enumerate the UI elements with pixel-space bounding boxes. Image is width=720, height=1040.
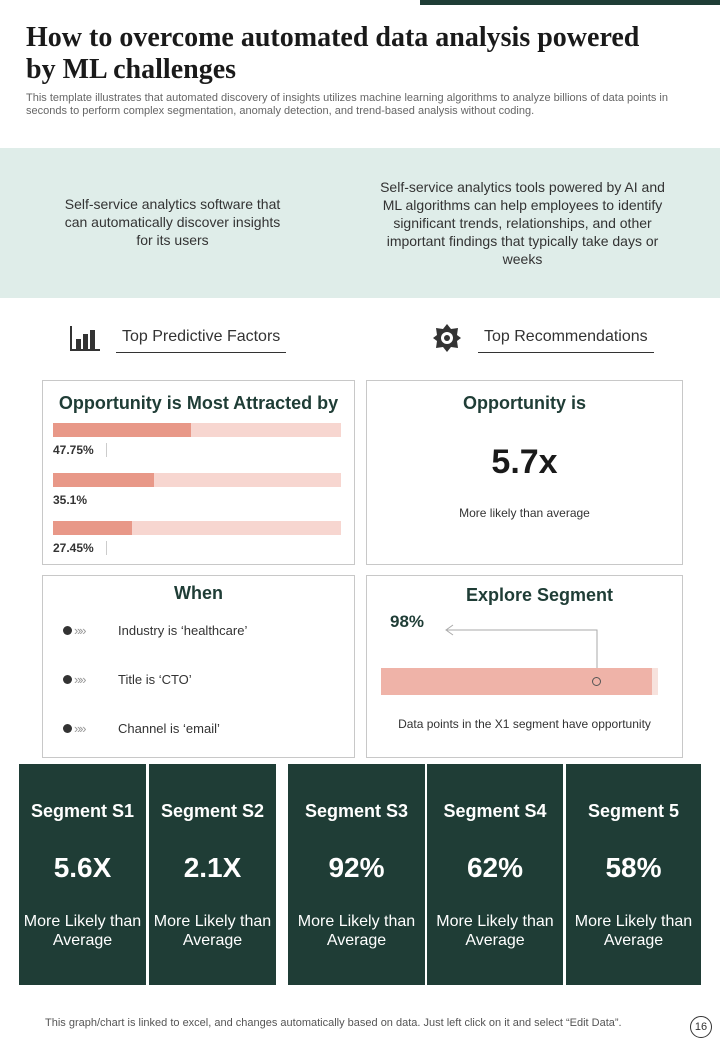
segment-value: 5.6X (53, 852, 112, 883)
explore-card: Explore Segment 98% Data points in the X… (366, 575, 683, 758)
when-card: When »» Industry is ‘healthcare’ »» Titl… (42, 575, 355, 758)
list-item-text: Channel is ‘email’ (118, 720, 220, 736)
bar-fill (53, 473, 155, 487)
list-item: »» Channel is ‘email’ (63, 719, 220, 737)
bar-label: 27.45% (53, 541, 94, 555)
explore-value: 98% (390, 612, 425, 631)
segment-value: 62% (466, 852, 524, 883)
opportunity-caption: More likely than average (459, 506, 590, 520)
intro-band (0, 148, 720, 298)
intro-left-text: Self-service analytics software that can… (64, 196, 281, 248)
attracted-card: Opportunity is Most Attracted by 47.75% … (42, 380, 355, 565)
double-chevron-icon: »» (74, 622, 86, 638)
double-chevron-icon: »» (74, 720, 86, 736)
opportunity-value: 5.7x (491, 443, 558, 481)
segment-name: Segment 5 (587, 801, 680, 821)
top-accent-bar (420, 0, 720, 5)
segment-value: 92% (328, 852, 385, 883)
segment-desc: More Likely than Average (153, 913, 272, 949)
segment-desc: More Likely than Average (23, 913, 142, 949)
segment-bar-fill (381, 668, 653, 695)
segment-card-s1: Segment S1 5.6X More Likely than Average (19, 764, 146, 985)
double-chevron-icon: »» (74, 671, 86, 687)
when-title: When (174, 583, 223, 603)
segment-desc: More Likely than Average (436, 913, 554, 949)
bar-fill (53, 521, 133, 535)
bar-tick (106, 443, 107, 457)
marker-circle-icon (592, 677, 601, 686)
segment-card-s3: Segment S3 92% More Likely than Average (288, 764, 425, 985)
segment-name: Segment S1 (30, 801, 135, 821)
bar-tick (106, 541, 107, 555)
section-label-recommendations: Top Recommendations (478, 324, 654, 353)
footer-note: This graph/chart is linked to excel, and… (45, 1017, 622, 1029)
explore-title: Explore Segment (465, 585, 614, 605)
explore-caption: Data points in the X1 segment have oppor… (398, 717, 651, 731)
list-item-text: Industry is ‘healthcare’ (118, 622, 248, 638)
opportunity-title: Opportunity is (463, 393, 586, 413)
segment-bar-track (381, 668, 658, 695)
bar-fill (53, 423, 191, 437)
segment-card-s2: Segment S2 2.1X More Likely than Average (149, 764, 276, 985)
page-subtitle: This template illustrates that automated… (26, 92, 668, 117)
intro-right-text: Self-service analytics tools powered by … (380, 179, 665, 267)
segment-desc: More Likely than Average (297, 913, 416, 949)
section-head-factors: Top Predictive Factors (68, 323, 287, 353)
segment-name: Segment S3 (304, 801, 409, 821)
pointer-arrow-icon (445, 624, 598, 684)
page-number: 16 (690, 1016, 712, 1038)
segment-desc: More Likely than Average (574, 913, 693, 949)
segment-value: 58% (605, 852, 662, 883)
list-item-text: Title is ‘CTO’ (118, 671, 192, 687)
page-title: How to overcome automated data analysis … (26, 22, 640, 85)
segment-card-s5: Segment 5 58% More Likely than Average (566, 764, 701, 985)
bullet-dot-icon (63, 674, 72, 684)
segment-card-s4: Segment S4 62% More Likely than Average (427, 764, 563, 985)
section-label-factors: Top Predictive Factors (116, 324, 287, 353)
bar-label: 47.75% (53, 443, 94, 457)
bullet-dot-icon (63, 625, 72, 635)
segment-name: Segment S4 (443, 801, 547, 821)
attracted-title: Opportunity is Most Attracted by (58, 393, 339, 413)
list-item: »» Industry is ‘healthcare’ (63, 621, 247, 639)
bar-label: 35.1% (53, 493, 88, 507)
segment-value: 2.1X (183, 852, 242, 883)
opportunity-card: Opportunity is 5.7x More likely than ave… (366, 380, 683, 565)
bar-chart-icon (68, 323, 102, 353)
segment-name: Segment S2 (160, 801, 265, 821)
section-head-recommendations: Top Recommendations (430, 323, 654, 353)
list-item: »» Title is ‘CTO’ (63, 670, 192, 688)
gear-badge-icon (430, 323, 464, 353)
bullet-dot-icon (63, 723, 72, 733)
